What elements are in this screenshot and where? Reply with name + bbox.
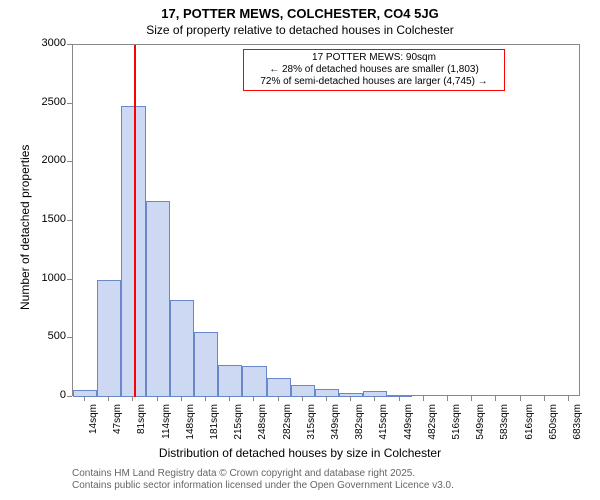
- y-tick-label: 1000: [30, 272, 66, 284]
- histogram-chart: 17 POTTER MEWS: 90sqm← 28% of detached h…: [72, 44, 580, 396]
- y-tick-mark: [67, 161, 72, 162]
- x-tick-mark: [84, 396, 85, 401]
- x-tick-mark: [108, 396, 109, 401]
- histogram-bar: [339, 393, 363, 397]
- page-title: 17, POTTER MEWS, COLCHESTER, CO4 5JG: [0, 0, 600, 21]
- x-tick-label: 516sqm: [451, 404, 462, 448]
- x-tick-mark: [350, 396, 351, 401]
- x-tick-label: 47sqm: [112, 404, 123, 448]
- histogram-bar: [170, 300, 194, 397]
- page-subtitle: Size of property relative to detached ho…: [0, 21, 600, 37]
- x-tick-label: 482sqm: [427, 404, 438, 448]
- y-tick-mark: [67, 103, 72, 104]
- x-tick-label: 248sqm: [257, 404, 268, 448]
- x-tick-mark: [447, 396, 448, 401]
- y-tick-mark: [67, 220, 72, 221]
- y-tick-mark: [67, 44, 72, 45]
- histogram-bar: [387, 395, 411, 397]
- histogram-bar: [146, 201, 170, 397]
- x-tick-label: 382sqm: [354, 404, 365, 448]
- x-tick-mark: [399, 396, 400, 401]
- y-tick-mark: [67, 396, 72, 397]
- x-tick-label: 81sqm: [136, 404, 147, 448]
- x-tick-label: 583sqm: [499, 404, 510, 448]
- x-tick-mark: [132, 396, 133, 401]
- x-tick-mark: [181, 396, 182, 401]
- x-tick-mark: [229, 396, 230, 401]
- x-axis-label: Distribution of detached houses by size …: [0, 446, 600, 460]
- x-tick-label: 616sqm: [524, 404, 535, 448]
- x-tick-label: 549sqm: [475, 404, 486, 448]
- x-tick-label: 650sqm: [548, 404, 559, 448]
- y-tick-label: 2000: [30, 154, 66, 166]
- x-tick-mark: [495, 396, 496, 401]
- y-tick-label: 0: [30, 389, 66, 401]
- property-marker-line: [134, 45, 136, 397]
- y-tick-label: 3000: [30, 37, 66, 49]
- histogram-bar: [267, 378, 291, 397]
- x-tick-mark: [157, 396, 158, 401]
- marker-annotation: 17 POTTER MEWS: 90sqm← 28% of detached h…: [243, 49, 505, 91]
- x-tick-label: 315sqm: [306, 404, 317, 448]
- histogram-bar: [363, 391, 387, 397]
- x-tick-mark: [326, 396, 327, 401]
- footer-copyright-2: Contains public sector information licen…: [72, 480, 454, 491]
- histogram-bar: [73, 390, 97, 397]
- x-tick-mark: [520, 396, 521, 401]
- x-tick-mark: [423, 396, 424, 401]
- annotation-line1: 17 POTTER MEWS: 90sqm: [248, 52, 500, 64]
- histogram-bar: [97, 280, 121, 397]
- x-tick-mark: [568, 396, 569, 401]
- histogram-bar: [242, 366, 266, 397]
- x-tick-mark: [253, 396, 254, 401]
- x-tick-mark: [544, 396, 545, 401]
- histogram-bar: [218, 365, 242, 397]
- y-tick-mark: [67, 279, 72, 280]
- y-tick-label: 1500: [30, 213, 66, 225]
- x-tick-label: 114sqm: [161, 404, 172, 448]
- histogram-bar: [121, 106, 145, 397]
- y-tick-label: 500: [30, 330, 66, 342]
- y-tick-label: 2500: [30, 96, 66, 108]
- x-tick-label: 181sqm: [209, 404, 220, 448]
- x-tick-label: 683sqm: [572, 404, 583, 448]
- x-tick-label: 415sqm: [378, 404, 389, 448]
- annotation-line2: ← 28% of detached houses are smaller (1,…: [248, 64, 500, 76]
- histogram-bar: [194, 332, 218, 397]
- footer-copyright-1: Contains HM Land Registry data © Crown c…: [72, 468, 415, 479]
- x-tick-label: 282sqm: [282, 404, 293, 448]
- x-tick-label: 148sqm: [185, 404, 196, 448]
- x-tick-mark: [374, 396, 375, 401]
- x-tick-label: 215sqm: [233, 404, 244, 448]
- x-tick-label: 14sqm: [88, 404, 99, 448]
- histogram-bar: [291, 385, 315, 397]
- x-tick-mark: [205, 396, 206, 401]
- y-axis-label: Number of detached properties: [18, 145, 32, 310]
- x-tick-mark: [302, 396, 303, 401]
- x-tick-label: 449sqm: [403, 404, 414, 448]
- y-tick-mark: [67, 337, 72, 338]
- x-tick-mark: [278, 396, 279, 401]
- annotation-line3: 72% of semi-detached houses are larger (…: [248, 76, 500, 88]
- x-tick-label: 349sqm: [330, 404, 341, 448]
- x-tick-mark: [471, 396, 472, 401]
